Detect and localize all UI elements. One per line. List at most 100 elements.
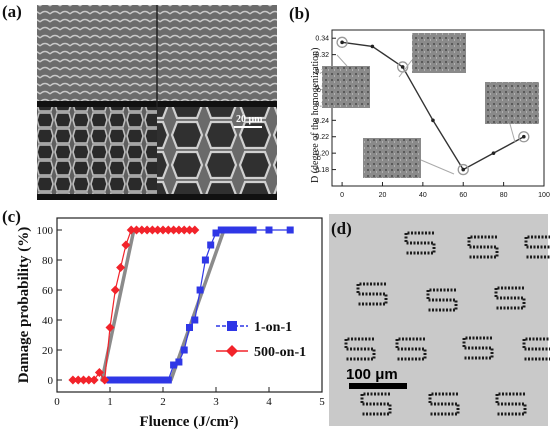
inset-image-x30 xyxy=(412,33,466,73)
chart-c-point-1-on-1 xyxy=(122,376,130,384)
chart-b-xtick-label: 20 xyxy=(379,192,387,199)
chart-c-series-1-on-1 xyxy=(106,226,294,384)
chart-c-point-1-on-1 xyxy=(228,226,236,234)
chart-c-point-1-on-1 xyxy=(201,256,209,264)
chart-c-ytick-label: 20 xyxy=(42,345,54,357)
panel-d: 100 μm xyxy=(329,214,550,426)
chart-c-point-500-on-1 xyxy=(179,225,189,235)
printed-s-pattern xyxy=(428,392,460,416)
chart-c-ytick-label: 40 xyxy=(42,315,54,327)
chart-c-point-500-on-1 xyxy=(126,225,136,235)
chart-c-point-500-on-1 xyxy=(73,375,83,385)
panel-label-b: (b) xyxy=(289,4,310,23)
chart-c-point-1-on-1 xyxy=(138,376,146,384)
chart-c-point-500-on-1 xyxy=(142,225,152,235)
chart-b-highlight-circle xyxy=(336,36,348,48)
chart-c-point-1-on-1 xyxy=(106,376,114,384)
chart-c-point-1-on-1 xyxy=(233,226,241,234)
chart-b-ytick-label: 0.32 xyxy=(315,52,329,59)
chart-b-point xyxy=(461,167,466,172)
chart-b-point xyxy=(400,65,405,69)
printed-s-pattern xyxy=(395,337,427,361)
chart-c-point-500-on-1 xyxy=(174,225,184,235)
chart-b-xtick-label: 80 xyxy=(500,192,508,199)
panel-label-d: (d) xyxy=(331,219,352,238)
sem-image-bottom-right xyxy=(157,107,277,199)
chart-c-xtick-label: 4 xyxy=(266,396,272,408)
chart-c-point-1-on-1 xyxy=(265,226,273,234)
chart-c-point-500-on-1 xyxy=(100,375,110,385)
chart-b-ytick-label: 0.24 xyxy=(315,118,329,125)
chart-b-highlight-circle xyxy=(518,131,530,143)
chart-c-point-1-on-1 xyxy=(111,376,119,384)
chart-c-xlabel: Fluence (J/cm²) xyxy=(139,414,238,430)
chart-b-xtick-label: 0 xyxy=(340,192,344,199)
chart-b-xtick-label: 60 xyxy=(459,192,467,199)
chart-c-point-1-on-1 xyxy=(180,346,188,354)
printed-s-pattern xyxy=(522,337,550,361)
chart-c-point-1-on-1 xyxy=(143,376,151,384)
chart-c-point-1-on-1 xyxy=(196,286,204,294)
chart-c-line-500-on-1 xyxy=(72,229,195,382)
chart-c-xtick-label: 3 xyxy=(213,396,219,408)
chart-c-point-500-on-1 xyxy=(89,375,99,385)
chart-b-point xyxy=(370,44,375,49)
chart-c-point-500-on-1 xyxy=(94,368,104,377)
printed-s-pattern xyxy=(524,235,550,259)
panel-a: 20 μm xyxy=(37,5,277,200)
chart-b-ytick-label: 0.20 xyxy=(315,151,329,158)
chart-b-xtick-label: 100 xyxy=(538,192,550,199)
chart-c-point-500-on-1 xyxy=(185,225,194,235)
chart-c-legend: 1-on-1 500-on-1 xyxy=(216,320,306,360)
chart-c-point-1-on-1 xyxy=(154,376,162,384)
inset-image-x60 xyxy=(363,138,421,178)
printed-s-pattern xyxy=(426,288,458,312)
chart-c-point-500-on-1 xyxy=(116,263,126,272)
panel-c: 0 1 2 3 4 5 0 20 40 60 80 100 1-on-1 500-on-1 Fluen… xyxy=(16,217,325,430)
chart-c-point-1-on-1 xyxy=(223,226,231,234)
micrograph-image xyxy=(329,214,548,426)
sem-image-bottom-left xyxy=(37,107,157,199)
micrograph-scale-label: 100 μm xyxy=(346,366,398,383)
chart-c-ytick-label: 80 xyxy=(42,255,54,267)
printed-s-pattern xyxy=(404,231,436,255)
panel-label-c: (c) xyxy=(2,207,21,226)
chart-c-point-500-on-1 xyxy=(110,285,120,295)
chart-c-point-500-on-1 xyxy=(84,375,94,385)
sem-scale-label: 20 μm xyxy=(236,114,263,125)
chart-c-point-500-on-1 xyxy=(153,225,163,235)
printed-s-pattern xyxy=(344,337,376,361)
panel-b: 0204060801000.180.200.220.240.260.280.30… xyxy=(310,29,550,199)
chart-c-ytick-label: 0 xyxy=(48,375,54,387)
chart-c-point-1-on-1 xyxy=(164,376,172,384)
chart-b-ytick-label: 0.18 xyxy=(315,167,329,174)
legend-label-500-on-1: 500-on-1 xyxy=(254,345,306,360)
chart-c-ylabel: Damage probability (%) xyxy=(16,227,32,383)
chart-b-point xyxy=(431,118,435,123)
chart-b-ylabel: D (degree of the homogenization) xyxy=(310,47,321,183)
chart-c-point-500-on-1 xyxy=(147,225,157,235)
chart-c-point-1-on-1 xyxy=(117,376,125,384)
chart-c-point-500-on-1 xyxy=(68,375,78,385)
printed-s-pattern xyxy=(356,282,388,306)
chart-c-series-500-on-1 xyxy=(68,225,200,385)
panel-label-a: (a) xyxy=(2,2,22,21)
chart-b-insets xyxy=(322,33,539,178)
inset-image-x0 xyxy=(322,66,370,108)
chart-c-point-1-on-1 xyxy=(244,226,252,234)
printed-s-pattern xyxy=(467,235,499,259)
chart-c-point-1-on-1 xyxy=(212,229,220,237)
chart-c-xtick-label: 5 xyxy=(319,396,325,408)
chart-c-ytick-label: 60 xyxy=(42,285,54,297)
sem-info-bar-bottom xyxy=(37,194,277,200)
printed-s-pattern xyxy=(495,392,527,416)
chart-c-point-500-on-1 xyxy=(158,225,168,235)
chart-c-point-500-on-1 xyxy=(190,225,200,235)
legend-marker-500-on-1 xyxy=(226,345,238,357)
chart-b-highlight-circle xyxy=(457,163,469,176)
chart-b-ytick-label: 0.34 xyxy=(315,36,329,43)
chart-b-point xyxy=(491,151,496,155)
legend-marker-1-on-1 xyxy=(227,321,237,331)
printed-s-pattern xyxy=(360,392,392,416)
chart-c-point-1-on-1 xyxy=(175,358,183,366)
